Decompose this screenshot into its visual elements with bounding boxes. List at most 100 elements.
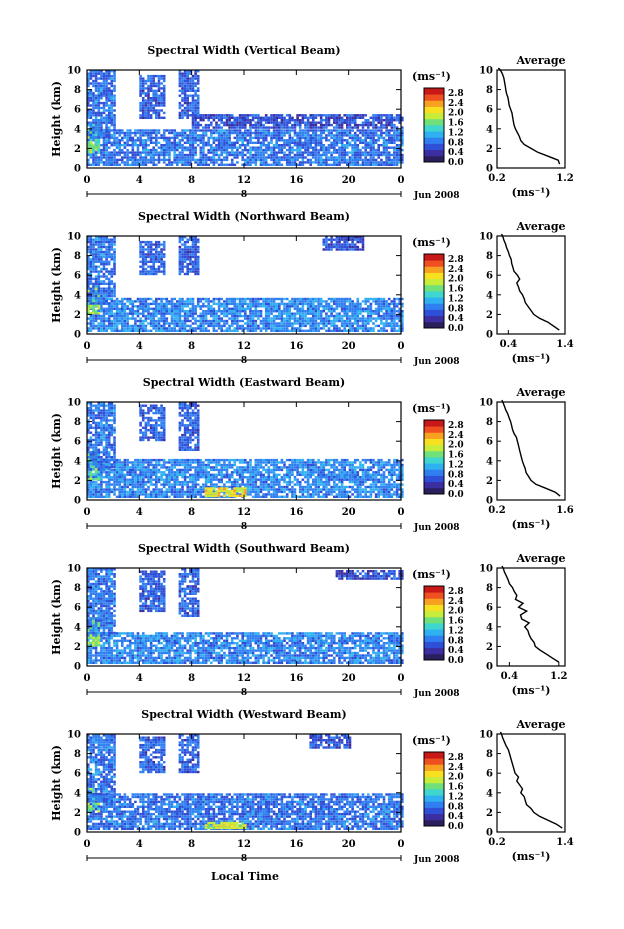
heatmap-cell xyxy=(149,307,153,310)
heatmap-cell xyxy=(110,319,114,323)
heatmap-cell xyxy=(89,109,93,112)
heatmap-cell xyxy=(390,319,394,323)
heatmap-cell xyxy=(238,312,242,315)
heatmap-cell xyxy=(351,243,354,246)
heatmap-cell xyxy=(194,240,197,244)
heatmap-cell xyxy=(220,136,223,140)
heatmap-cell xyxy=(312,324,315,328)
x-tick-label: 4 xyxy=(136,341,143,352)
heatmap-cell xyxy=(97,238,101,241)
heatmap-cell xyxy=(353,139,357,142)
heatmap-cell xyxy=(110,141,114,144)
heatmap-cell xyxy=(110,245,114,249)
heatmap-cell xyxy=(333,322,336,325)
heatmap-cell xyxy=(92,253,95,256)
heatmap-cell xyxy=(359,236,362,239)
heatmap-cell xyxy=(199,322,203,325)
heatmap-cell xyxy=(178,153,182,157)
heatmap-cell xyxy=(220,119,223,122)
heatmap-cell xyxy=(254,322,258,325)
heatmap-cell xyxy=(348,116,352,119)
heatmap-cell xyxy=(181,329,184,332)
heatmap-cell xyxy=(87,282,90,285)
heatmap-cell xyxy=(364,163,367,166)
heatmap-cell xyxy=(283,319,286,323)
heatmap-cell xyxy=(395,148,399,152)
heatmap-cell xyxy=(87,158,90,162)
heatmap-cell xyxy=(325,329,328,332)
heatmap-cell xyxy=(202,148,205,152)
heatmap-cell xyxy=(272,123,276,127)
heatmap-cell xyxy=(102,101,106,105)
heatmap-cell xyxy=(359,136,362,140)
heatmap-cell xyxy=(382,324,386,328)
heatmap-cell xyxy=(105,94,108,97)
heatmap-cell xyxy=(225,327,229,330)
heatmap-cell xyxy=(181,243,184,246)
heatmap-cell xyxy=(89,128,93,132)
heatmap-cell xyxy=(351,126,354,129)
heatmap-cell xyxy=(121,480,124,484)
heatmap-cell xyxy=(142,302,145,306)
heatmap-cell xyxy=(107,161,111,164)
heatmap-cell xyxy=(155,307,158,310)
heatmap-cell xyxy=(126,329,129,332)
heatmap-cell xyxy=(283,129,286,132)
heatmap-cell xyxy=(335,141,339,144)
heatmap-cell xyxy=(244,146,247,149)
heatmap-cell xyxy=(160,74,163,78)
heatmap-cell xyxy=(162,153,166,157)
heatmap-cell xyxy=(178,245,182,249)
heatmap-cell xyxy=(144,253,148,256)
heatmap-cell xyxy=(340,129,344,132)
heatmap-cell xyxy=(270,141,273,144)
colorbar-units: (ms⁻¹) xyxy=(412,236,451,249)
heatmap-cell xyxy=(251,153,255,157)
heatmap-cell xyxy=(257,151,260,154)
heatmap-cell xyxy=(194,310,197,313)
heatmap-cell xyxy=(257,136,260,140)
heatmap-cell xyxy=(139,305,142,308)
heatmap-cell xyxy=(398,300,401,303)
heatmap-cell xyxy=(280,302,284,306)
heatmap-cell xyxy=(374,297,378,301)
heatmap-cell xyxy=(301,300,305,303)
heatmap-cell xyxy=(217,327,221,330)
heatmap-cell xyxy=(102,253,106,256)
heatmap-cell xyxy=(317,121,320,124)
heatmap-cell xyxy=(377,312,380,315)
heatmap-cell xyxy=(348,119,352,122)
heatmap-cell xyxy=(215,148,218,152)
heatmap-cell xyxy=(301,324,305,328)
heatmap-cell xyxy=(319,119,323,122)
y-tick-label: 0 xyxy=(74,330,81,341)
heatmap-cell xyxy=(385,134,388,137)
heatmap-cell xyxy=(178,144,182,147)
heatmap-cell xyxy=(189,87,192,90)
heatmap-cell xyxy=(262,151,265,154)
heatmap-cell xyxy=(181,84,184,88)
heatmap-cell xyxy=(262,297,265,301)
heatmap-cell xyxy=(233,119,237,122)
heatmap-cell xyxy=(123,161,127,164)
heatmap-cell xyxy=(343,319,346,323)
heatmap-cell xyxy=(306,322,310,325)
heatmap-cell xyxy=(202,158,205,162)
heatmap-cell xyxy=(194,101,197,105)
heatmap-cell xyxy=(102,240,106,244)
heatmap-cell xyxy=(374,312,378,315)
heatmap-cell xyxy=(225,141,229,144)
heatmap-cell xyxy=(183,146,187,149)
heatmap-cell xyxy=(390,317,394,320)
heatmap-cell xyxy=(291,141,294,144)
heatmap-cell xyxy=(183,250,187,254)
heatmap-cell xyxy=(183,314,187,318)
heatmap-cell xyxy=(202,297,205,301)
heatmap-cell xyxy=(333,163,336,166)
heatmap-cell xyxy=(330,144,333,147)
heatmap-cell xyxy=(121,463,124,467)
heatmap-cell xyxy=(372,141,375,144)
heatmap-cell xyxy=(385,151,388,154)
heatmap-cell xyxy=(204,116,208,119)
heatmap-cell xyxy=(105,329,108,332)
